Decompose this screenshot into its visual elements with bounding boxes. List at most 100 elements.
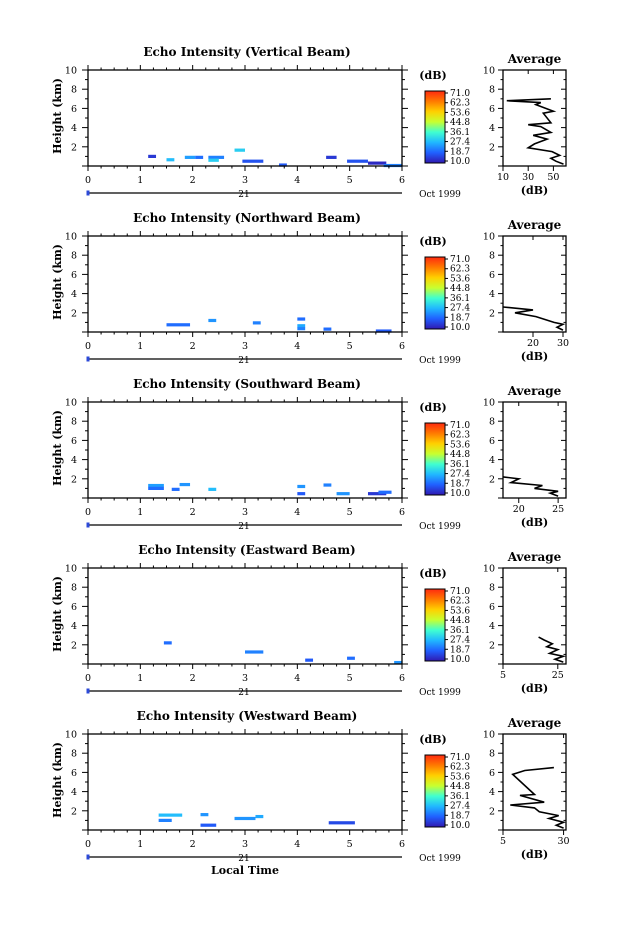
average-profile-line <box>510 766 567 829</box>
x-tick-label: 3 <box>242 507 248 518</box>
y-axis-label: Height (km) <box>51 576 64 652</box>
date-month-year: Oct 1999 <box>419 854 461 864</box>
average-y-tick-label: 2 <box>489 308 495 319</box>
echo-mark <box>367 161 387 165</box>
average-x-label: (dB) <box>521 184 548 197</box>
colorbar <box>424 256 446 330</box>
echo-mark <box>208 487 217 491</box>
y-tick-label: 8 <box>71 85 77 96</box>
echo-mark <box>245 650 264 654</box>
average-y-tick-label: 10 <box>483 730 495 741</box>
colorbar-tick-label: 44.8 <box>450 284 470 294</box>
y-tick-label: 4 <box>71 621 77 632</box>
echo-mark <box>326 155 337 159</box>
date-month-year: Oct 1999 <box>419 522 461 532</box>
y-tick-label: 10 <box>65 730 77 741</box>
colorbar <box>424 90 446 164</box>
y-tick-label: 4 <box>71 123 77 134</box>
colorbar-tick-label: 62.3 <box>450 265 470 275</box>
x-tick-label: 3 <box>242 175 248 186</box>
echo-mark <box>200 813 209 817</box>
y-tick-label: 2 <box>71 308 77 319</box>
plot-frame <box>87 567 403 665</box>
average-y-tick-label: 8 <box>489 417 495 428</box>
y-tick-label: 2 <box>71 474 77 485</box>
x-tick-label: 0 <box>85 507 91 518</box>
x-tick-label: 5 <box>347 839 353 850</box>
average-profile-line <box>502 306 566 331</box>
x-tick-label: 3 <box>242 673 248 684</box>
average-frame <box>502 69 567 167</box>
x-tick-label: 5 <box>347 341 353 352</box>
echo-mark <box>148 483 164 488</box>
date-day: 21 <box>238 688 249 698</box>
average-x-tick-label: 30 <box>557 338 569 349</box>
average-y-tick-label: 4 <box>489 289 495 300</box>
colorbar-unit: (dB) <box>419 401 446 414</box>
average-y-tick-label: 10 <box>483 232 495 243</box>
average-y-tick-label: 4 <box>489 123 495 134</box>
echo-mark <box>297 484 306 489</box>
colorbar-tick-label: 62.3 <box>450 763 470 773</box>
echo-mark <box>297 327 306 331</box>
colorbar-tick-label: 27.4 <box>450 304 470 314</box>
colorbar-tick-label: 27.4 <box>450 470 470 480</box>
echo-mark <box>158 813 183 817</box>
echo-mark <box>179 482 191 487</box>
y-tick-label: 10 <box>65 564 77 575</box>
date-month-year: Oct 1999 <box>419 190 461 200</box>
y-tick-label: 2 <box>71 806 77 817</box>
average-x-tick-label: 20 <box>513 504 525 515</box>
y-tick-label: 6 <box>71 270 77 281</box>
echo-mark <box>378 490 392 494</box>
echo-mark <box>166 323 191 327</box>
average-profile-line <box>538 636 567 663</box>
average-x-tick-label: 25 <box>552 670 564 681</box>
y-tick-label: 6 <box>71 104 77 115</box>
average-y-tick-label: 6 <box>489 768 495 779</box>
date-day: 21 <box>238 854 249 864</box>
colorbar-tick-label: 53.6 <box>450 772 470 782</box>
echo-mark <box>166 158 175 162</box>
average-title: Average <box>507 550 562 564</box>
average-x-tick-label: 30 <box>558 836 570 847</box>
colorbar-tick-label: 62.3 <box>450 431 470 441</box>
echo-mark <box>328 821 355 825</box>
echo-mark <box>148 486 164 490</box>
colorbar-tick-label: 27.4 <box>450 138 470 148</box>
colorbar-tick-label: 44.8 <box>450 450 470 460</box>
average-y-tick-label: 10 <box>483 564 495 575</box>
y-tick-label: 4 <box>71 289 77 300</box>
echo-mark <box>347 159 368 163</box>
colorbar-unit: (dB) <box>419 567 446 580</box>
beam-panel-2: Echo Intensity (Northward Beam) 2 4 6 8 10 0 1 2… <box>51 211 569 366</box>
panel-title: Echo Intensity (Vertical Beam) <box>143 45 350 59</box>
average-x-tick-label: 5 <box>500 670 506 681</box>
colorbar-tick-label: 62.3 <box>450 597 470 607</box>
x-tick-label: 6 <box>399 673 405 684</box>
x-tick-label: 1 <box>137 175 143 186</box>
colorbar-tick-label: 27.4 <box>450 802 470 812</box>
echo-mark <box>163 641 172 645</box>
colorbar-tick-label: 71.0 <box>450 421 470 431</box>
colorbar-tick-label: 71.0 <box>450 255 470 265</box>
x-tick-label: 2 <box>190 673 196 684</box>
colorbar-tick-label: 44.8 <box>450 118 470 128</box>
panel-title: Echo Intensity (Westward Beam) <box>137 709 358 723</box>
average-y-tick-label: 4 <box>489 455 495 466</box>
colorbar <box>424 422 446 496</box>
echo-mark <box>375 329 392 333</box>
y-tick-label: 8 <box>71 749 77 760</box>
beam-panel-1: Echo Intensity (Vertical Beam) 2 4 6 8 10 0 1 2 3… <box>51 45 567 200</box>
echo-mark <box>184 155 196 159</box>
echo-mark <box>347 656 355 660</box>
average-y-tick-label: 8 <box>489 583 495 594</box>
x-tick-label: 2 <box>190 507 196 518</box>
average-x-tick-label: 10 <box>497 172 509 183</box>
average-y-tick-label: 2 <box>489 474 495 485</box>
x-tick-label: 6 <box>399 507 405 518</box>
colorbar <box>424 754 446 828</box>
colorbar-tick-label: 18.7 <box>450 479 470 489</box>
plot-frame <box>87 733 403 831</box>
